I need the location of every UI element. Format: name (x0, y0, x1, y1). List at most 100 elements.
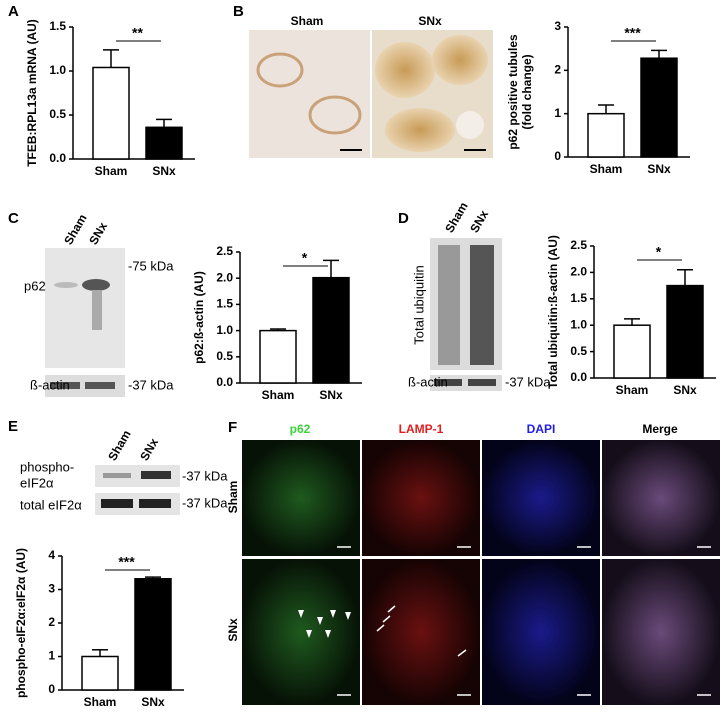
y-tick-label: 1 (48, 649, 55, 663)
y-tick-label: 0 (48, 682, 55, 696)
micrograph (249, 30, 370, 158)
y-tick-label: 0.0 (49, 151, 66, 165)
tubule (375, 42, 435, 98)
y-tick-label: 2.5 (216, 244, 233, 258)
protein-label: eIF2α (20, 475, 54, 490)
significance: * (302, 250, 308, 266)
panel-letter: E (8, 418, 18, 435)
y-tick-label: 1.5 (216, 297, 233, 311)
protein-label: ß-actin (408, 374, 448, 389)
y-tick-label: 2 (554, 63, 561, 77)
y-tick-label: 2.5 (570, 238, 587, 252)
y-tick-label: 3 (48, 582, 55, 596)
lane-label: SNx (137, 436, 161, 463)
lane (470, 245, 494, 365)
lane-label: Sham (105, 428, 133, 463)
row-label: Sham (226, 481, 240, 514)
significance: *** (118, 554, 135, 570)
x-tick-label: SNx (673, 383, 697, 397)
y-tick-label: 1.0 (570, 317, 587, 331)
y-tick-label: 2.0 (570, 265, 587, 279)
y-tick-label: 0 (554, 149, 561, 163)
column-label: Merge (642, 422, 678, 436)
y-tick-label: 0.5 (570, 344, 587, 358)
y-axis-label: Total ubiquitin:ß-actin (AU) (546, 235, 560, 389)
band (50, 382, 80, 389)
band (434, 379, 462, 386)
marker-label: -37 kDa (182, 495, 228, 510)
band (103, 473, 131, 478)
lane-label: Sham (442, 200, 470, 235)
y-axis-label: phospho-eIF2α:eIF2α (AU) (14, 548, 28, 698)
bar (666, 284, 704, 379)
significance: * (656, 244, 662, 260)
bar (640, 57, 678, 158)
y-tick-label: 1.5 (570, 291, 587, 305)
image-label: SNx (418, 14, 442, 28)
y-tick-label: 4 (48, 548, 55, 562)
column-label: DAPI (527, 422, 556, 436)
y-axis-label: TFEB:RPL13a mRNA (AU) (25, 19, 39, 167)
bar (587, 112, 625, 158)
y-tick-label: 1 (554, 106, 561, 120)
x-tick-label: SNx (141, 695, 165, 709)
protein-label: ß-actin (30, 377, 70, 392)
y-axis-label: p62 positive tubules (506, 34, 520, 150)
marker-label: -37 kDa (505, 374, 551, 389)
band (82, 279, 110, 291)
y-tick-label: 1.0 (216, 323, 233, 337)
bar (134, 578, 172, 691)
row-label: SNx (226, 618, 240, 642)
micrograph-grid (242, 440, 720, 705)
y-tick-label: 2.0 (216, 270, 233, 284)
y-tick-label: 3 (554, 19, 561, 33)
protein-label: p62 (24, 278, 46, 293)
band (54, 282, 78, 288)
x-tick-label: Sham (95, 164, 128, 178)
bar (259, 329, 297, 384)
significance: ** (132, 25, 143, 41)
bar (92, 66, 130, 160)
band (85, 382, 115, 389)
band (101, 499, 133, 508)
y-tick-label: 1.5 (49, 19, 66, 33)
bar (312, 276, 350, 384)
x-tick-label: Sham (262, 388, 295, 402)
column-label: p62 (290, 422, 311, 436)
panel-letter: B (233, 3, 244, 20)
blot (45, 248, 125, 368)
x-tick-label: SNx (319, 388, 343, 402)
x-tick-label: SNx (647, 162, 671, 176)
y-tick-label: 2 (48, 615, 55, 629)
lane (438, 245, 460, 365)
y-axis-label: (fold change) (520, 54, 534, 129)
marker-label: -37 kDa (128, 377, 174, 392)
bar (81, 655, 119, 691)
band (139, 499, 171, 508)
lane-label: Sham (61, 212, 89, 247)
protein-label: total eIF2α (20, 497, 82, 512)
bar (145, 126, 183, 160)
y-tick-label: 0.0 (570, 370, 587, 384)
tubule (432, 35, 488, 85)
y-tick-label: 1.0 (49, 63, 66, 77)
blot (95, 465, 180, 487)
band (141, 471, 171, 479)
blot (95, 493, 180, 515)
y-tick-label: 0.0 (216, 375, 233, 389)
tubule (308, 95, 362, 135)
smear (92, 290, 102, 330)
band (468, 379, 496, 386)
panel-letter: A (8, 3, 19, 20)
y-tick-label: 0.5 (216, 349, 233, 363)
y-axis-label: p62:ß-actin (AU) (192, 271, 206, 364)
panel-letter: C (8, 210, 19, 227)
x-tick-label: Sham (616, 383, 649, 397)
significance: *** (624, 25, 641, 41)
marker-label: -75 kDa (128, 258, 174, 273)
image-label: Sham (291, 14, 324, 28)
x-tick-label: SNx (152, 164, 176, 178)
tubule (385, 108, 455, 152)
